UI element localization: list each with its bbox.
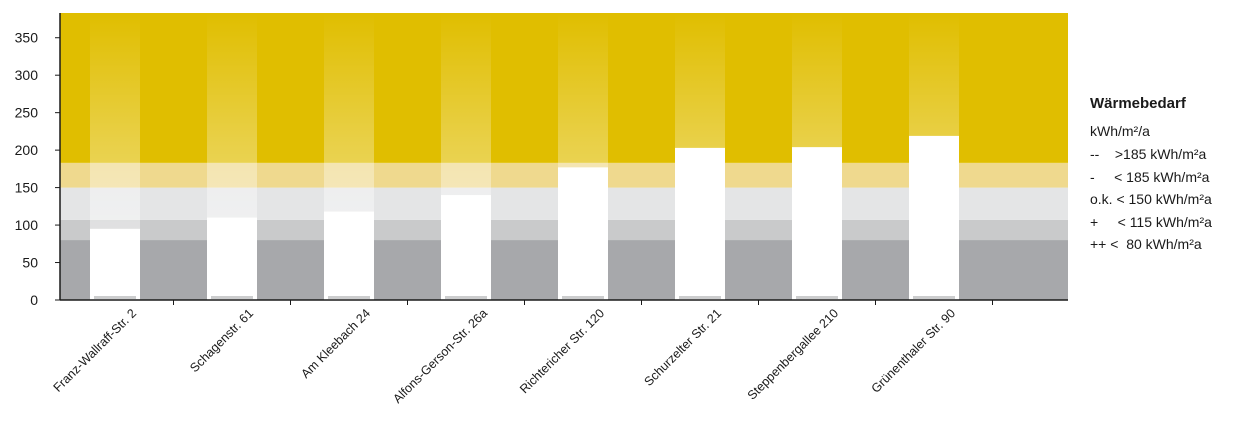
y-tick-label: 200 — [15, 142, 39, 158]
y-tick-label: 350 — [15, 30, 39, 46]
y-tick-label: 250 — [15, 105, 39, 121]
x-tick-label: Grünenthaler Str. 90 — [869, 306, 959, 396]
bar-shadow — [94, 296, 136, 299]
bar-shadow — [679, 296, 721, 299]
bar — [90, 228, 140, 300]
legend-unit: kWh/m²/a — [1090, 122, 1150, 139]
bar — [324, 211, 374, 300]
legend: Wärmebedarf kWh/m²/a -- >185 kWh/m²a - <… — [1090, 93, 1235, 256]
bar — [792, 147, 842, 300]
bar-shadow — [796, 296, 838, 299]
x-axis-labels: Franz-Wallraff-Str. 2 Schagenstr. 61 Am Kl… — [51, 300, 993, 406]
bar — [675, 147, 725, 300]
bar-shadow — [445, 296, 487, 299]
bar-shadow — [562, 296, 604, 299]
x-tick-label: Schagenstr. 61 — [187, 306, 256, 375]
x-tick-label: Alfons-Gerson-Str. 26a — [390, 306, 490, 406]
y-tick-label: 50 — [22, 255, 38, 271]
x-tick-label: Am Kleebach 24 — [298, 306, 373, 381]
legend-row-good: + < 115 kWh/m²a — [1090, 213, 1212, 230]
y-axis-ticks: 0 50 100 150 200 250 300 350 — [15, 30, 60, 308]
x-tick-label: Franz-Wallraff-Str. 2 — [51, 306, 140, 395]
bar — [207, 217, 257, 300]
legend-row-very-high: -- >185 kWh/m²a — [1090, 146, 1207, 162]
legend-row-very-good: ++ < 80 kWh/m²a — [1090, 236, 1202, 252]
x-tick-label: Richtericher Str. 120 — [517, 306, 607, 396]
chart: 0 50 100 150 200 250 300 350 Franz-Wallraff-Str… — [15, 13, 1068, 406]
bar-shadow — [328, 296, 370, 299]
bar — [558, 167, 608, 300]
x-tick-label: Schurzelter Str. 21 — [642, 306, 725, 389]
bars — [90, 135, 959, 300]
bar — [441, 195, 491, 300]
bar — [909, 135, 959, 300]
legend-row-high: - < 185 kWh/m²a — [1090, 168, 1210, 185]
y-tick-label: 150 — [15, 180, 39, 196]
y-tick-label: 100 — [15, 217, 39, 233]
legend-row-ok: o.k. < 150 kWh/m²a — [1090, 191, 1212, 207]
x-tick-label: Steppenbergallee 210 — [745, 306, 841, 402]
y-tick-label: 300 — [15, 67, 39, 83]
bar-shadow — [211, 296, 253, 299]
legend-title: Wärmebedarf — [1090, 95, 1186, 112]
bar-shadow — [913, 296, 955, 299]
axes — [59, 13, 1068, 301]
y-tick-label: 0 — [30, 292, 38, 308]
